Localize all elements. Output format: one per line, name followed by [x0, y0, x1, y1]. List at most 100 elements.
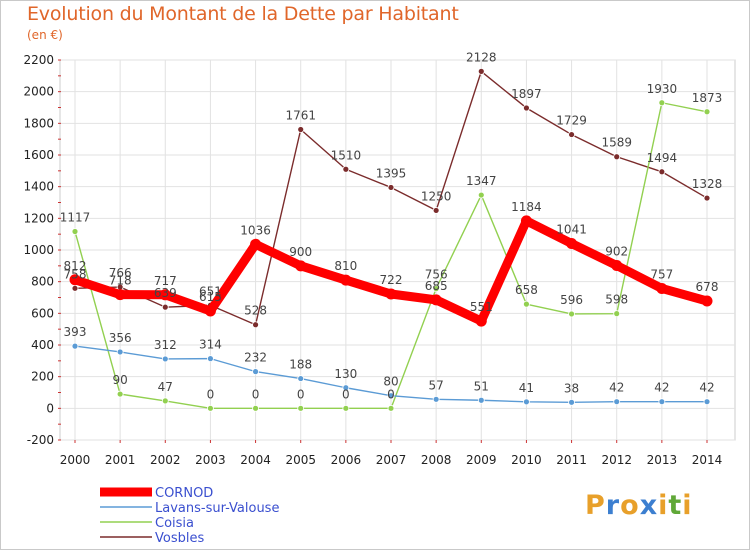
- legend-label: Lavans-sur-Valouse: [155, 501, 279, 516]
- y-tick-label: 2200: [23, 53, 54, 67]
- data-label: 130: [334, 367, 357, 381]
- data-label: 1873: [692, 91, 723, 105]
- y-tick-label: 200: [31, 370, 54, 384]
- data-point: [475, 315, 487, 327]
- y-tick-label: 800: [31, 275, 54, 289]
- data-label: 1117: [60, 210, 91, 224]
- data-label: 812: [64, 259, 87, 273]
- data-label: 1510: [331, 148, 362, 162]
- data-label: 80: [383, 375, 398, 389]
- data-label: 0: [387, 387, 395, 401]
- chart-title: Evolution du Montant de la Dette par Hab…: [27, 3, 459, 25]
- data-label: 312: [154, 338, 177, 352]
- data-label: 651: [199, 284, 222, 298]
- data-point: [114, 289, 126, 301]
- y-tick-label: 1800: [23, 116, 54, 130]
- data-label: 393: [64, 325, 87, 339]
- data-label: 551: [470, 300, 493, 314]
- y-tick-label: -200: [27, 433, 54, 447]
- data-label: 615: [199, 290, 222, 304]
- data-point: [703, 398, 711, 406]
- data-label: 639: [154, 286, 177, 300]
- data-point: [432, 207, 440, 214]
- data-label: 1589: [601, 136, 632, 150]
- data-point: [703, 108, 711, 116]
- data-point: [385, 288, 397, 300]
- x-tick-label: 2009: [466, 453, 497, 467]
- data-label: 685: [425, 279, 448, 293]
- data-point: [204, 305, 216, 317]
- legend-label: CORNOD: [155, 486, 213, 501]
- data-point: [342, 404, 350, 412]
- x-tick-label: 2003: [195, 453, 226, 467]
- x-tick-label: 2012: [601, 453, 632, 467]
- x-tick-label: 2004: [240, 453, 271, 467]
- y-tick-label: 1600: [23, 148, 54, 162]
- data-point: [477, 191, 485, 199]
- data-label: 356: [109, 331, 132, 345]
- data-point: [161, 397, 169, 405]
- data-point: [297, 375, 305, 382]
- data-point: [340, 274, 352, 286]
- data-point: [252, 404, 259, 412]
- x-tick-label: 2007: [376, 453, 407, 467]
- logo-letter: i: [682, 490, 693, 521]
- data-label: 1328: [692, 177, 723, 191]
- data-label: 0: [342, 387, 350, 401]
- data-point: [430, 294, 442, 306]
- x-tick-label: 2011: [556, 453, 587, 467]
- data-point: [297, 126, 305, 133]
- data-point: [297, 404, 305, 412]
- data-point: [566, 238, 578, 250]
- data-point: [342, 384, 350, 392]
- data-label: 756: [425, 268, 448, 282]
- y-tick-label: 1400: [23, 180, 54, 194]
- legend-label: Coisia: [155, 516, 194, 531]
- data-point: [295, 260, 307, 272]
- data-label: 1395: [376, 166, 407, 180]
- data-point: [342, 165, 350, 173]
- data-point: [161, 303, 169, 311]
- proxiti-logo: Proxiti: [585, 490, 693, 521]
- chart-subtitle: (en €): [27, 28, 63, 42]
- logo-letter: r: [605, 490, 621, 521]
- data-point: [568, 398, 575, 406]
- data-label: 758: [64, 267, 87, 281]
- data-label: 900: [289, 245, 312, 259]
- y-tick-label: 600: [31, 306, 54, 320]
- data-point: [658, 99, 666, 107]
- data-label: 2128: [466, 50, 497, 64]
- x-tick-label: 2005: [285, 453, 316, 467]
- data-label: 41: [519, 381, 534, 395]
- x-tick-label: 2014: [692, 453, 723, 467]
- data-point: [520, 215, 532, 227]
- data-label: 314: [199, 338, 222, 352]
- logo-letter: o: [620, 490, 640, 521]
- data-label: 528: [244, 304, 267, 318]
- data-point: [613, 398, 621, 406]
- data-point: [523, 398, 530, 406]
- data-point: [116, 390, 124, 398]
- data-label: 1897: [511, 87, 542, 101]
- y-tick-label: 1000: [23, 243, 54, 257]
- data-label: 766: [109, 266, 132, 280]
- series-lines: [69, 68, 713, 412]
- data-point: [207, 404, 214, 412]
- data-label: 678: [696, 280, 719, 294]
- data-label: 658: [515, 283, 538, 297]
- data-label: 57: [429, 378, 444, 392]
- data-point: [207, 355, 214, 363]
- data-point: [658, 168, 666, 176]
- data-label: 0: [252, 387, 260, 401]
- data-point: [71, 342, 79, 350]
- data-label: 188: [289, 358, 312, 372]
- data-point: [611, 260, 623, 272]
- x-tick-label: 2010: [511, 453, 542, 467]
- data-point: [159, 289, 171, 301]
- data-label: 1494: [647, 151, 678, 165]
- y-tick-label: 0: [46, 401, 54, 415]
- data-label: 1036: [240, 223, 271, 237]
- x-tick-label: 2008: [421, 453, 452, 467]
